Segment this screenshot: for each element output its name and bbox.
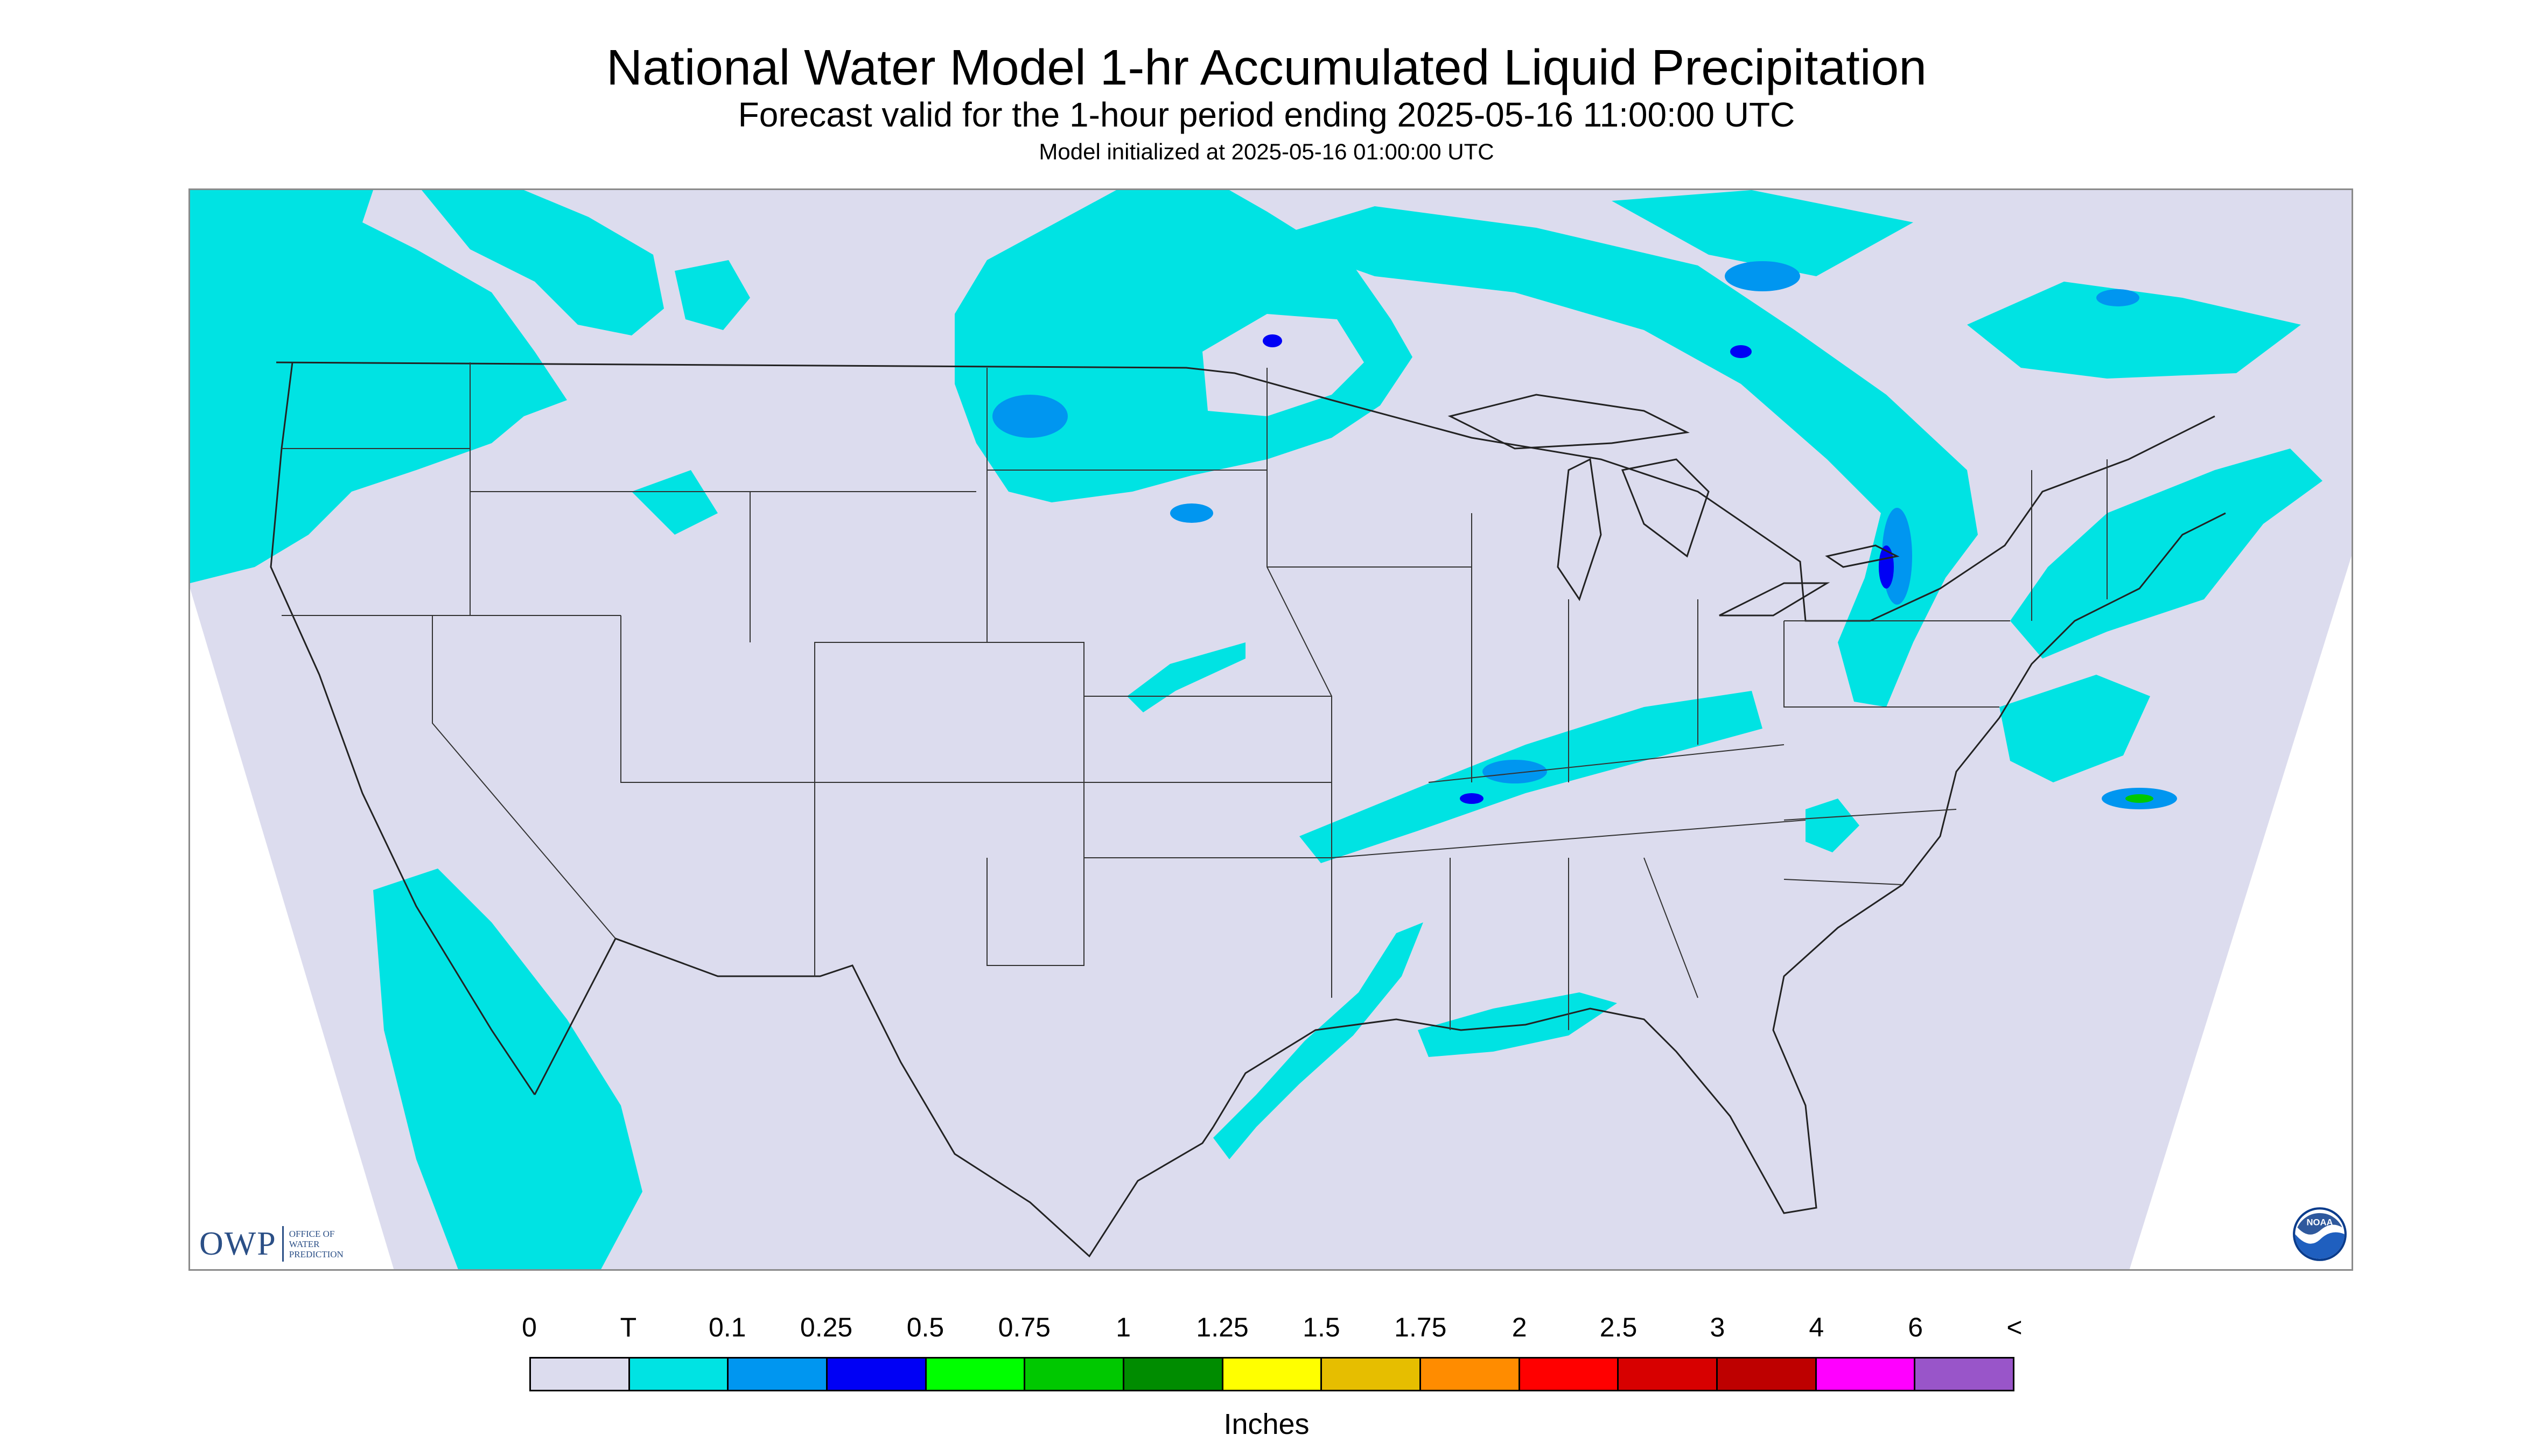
precip-core-intense-4 — [1460, 793, 1484, 804]
legend-swatch — [1520, 1359, 1619, 1390]
precipitation-legend: 0 T 0.1 0.25 0.5 0.75 1 1.25 1.5 1.75 2 2.5 3 4 6 < — [522, 1312, 2023, 1391]
precip-core-intense-1 — [1879, 545, 1894, 589]
noaa-logo: NOAA — [2293, 1207, 2347, 1261]
precip-new-england — [2010, 449, 2322, 659]
precip-pacific-nw — [190, 190, 567, 583]
owp-logo: OWP OFFICE OF WATER PREDICTION — [199, 1222, 344, 1265]
legend-colorbar — [529, 1357, 2014, 1391]
legend-swatch — [531, 1359, 630, 1390]
owp-logo-divider — [282, 1226, 284, 1262]
lake-ontario — [1825, 544, 1900, 568]
precip-core-intense-2 — [1263, 334, 1282, 347]
lake-erie — [1719, 582, 1830, 617]
precip-kansas — [1127, 642, 1245, 712]
state-lines — [282, 362, 2108, 1030]
legend-label: 1.75 — [1394, 1312, 1447, 1342]
legend-swatch — [1718, 1359, 1817, 1390]
heavier-precip-cores — [992, 261, 2177, 809]
precip-idaho-montana — [422, 190, 664, 335]
legend-label: 1 — [1116, 1312, 1131, 1342]
precipitation-layer — [190, 190, 2322, 1269]
owp-logo-line-3: PREDICTION — [289, 1249, 344, 1259]
legend-swatch — [1619, 1359, 1718, 1390]
legend-label: 4 — [1809, 1312, 1824, 1342]
legend-label: 1.25 — [1196, 1312, 1249, 1342]
forecast-valid-subtitle: Forecast valid for the 1-hour period end… — [738, 95, 1795, 134]
legend-swatch — [1322, 1359, 1422, 1390]
legend-swatch — [729, 1359, 828, 1390]
state-line-tx — [986, 858, 1084, 966]
precip-core-green — [2125, 794, 2153, 803]
west-coastline — [270, 362, 536, 1095]
legend-label: 0 — [522, 1312, 537, 1342]
legend-swatch — [1915, 1359, 2013, 1390]
lake-huron — [1621, 458, 1710, 558]
state-line-ms-al-ga — [1450, 857, 1698, 1030]
state-line-new-england — [2031, 459, 2108, 621]
precip-core-kentucky — [1482, 760, 1547, 783]
state-line-ut-az — [620, 615, 815, 783]
precip-carolinas — [1806, 799, 1859, 852]
precip-plains-hook — [1202, 314, 1364, 416]
legend-swatch — [1025, 1359, 1125, 1390]
map-title: National Water Model 1-hr Accumulated Li… — [606, 39, 1927, 95]
precipitation-map — [188, 188, 2353, 1271]
precip-texas-gulf — [1213, 922, 1423, 1159]
legend-label: 2 — [1512, 1312, 1527, 1342]
model-initialized-line: Model initialized at 2025-05-16 01:00:00… — [1039, 139, 1494, 164]
precip-core-nd — [992, 395, 1068, 438]
precip-core-intense-3 — [1730, 345, 1752, 358]
legend-label: 6 — [1908, 1312, 1923, 1342]
intense-precip-cores — [1263, 334, 1894, 804]
precip-wyoming-bits — [632, 470, 718, 535]
legend-label: 0.5 — [906, 1312, 944, 1342]
precip-atlantic — [1999, 675, 2150, 782]
legend-swatch — [926, 1359, 1026, 1390]
legend-label: T — [620, 1312, 637, 1342]
owp-logo-line-1: OFFICE OF — [289, 1228, 335, 1239]
lake-superior — [1447, 394, 1690, 450]
state-line-il-in — [1471, 513, 1569, 782]
precip-montana-east — [675, 260, 750, 330]
legend-swatch — [1223, 1359, 1323, 1390]
legend-swatch — [1124, 1359, 1223, 1390]
legend-swatch — [629, 1359, 729, 1390]
noaa-logo-text: NOAA — [2307, 1217, 2333, 1227]
precip-core-quebec — [1725, 261, 1800, 291]
model-domain — [190, 190, 2352, 1269]
legend-label: 0.1 — [708, 1312, 746, 1342]
owp-logo-line-2: WATER — [289, 1238, 320, 1249]
legend-labels: 0 T 0.1 0.25 0.5 0.75 1 1.25 1.5 1.75 2 2.5 3 4 6 < — [522, 1312, 2023, 1346]
lake-michigan — [1557, 458, 1602, 601]
state-line-carolinas — [1783, 809, 1957, 885]
legend-label: < — [2006, 1312, 2023, 1342]
legend-swatch — [1421, 1359, 1520, 1390]
owp-logo-mark: OWP — [199, 1225, 277, 1262]
legend-swatch — [828, 1359, 927, 1390]
state-line-nv-ca — [432, 615, 616, 939]
precip-northern-plains — [955, 190, 1412, 502]
precip-quebec — [1612, 190, 1913, 276]
legend-label: 1.5 — [1303, 1312, 1340, 1342]
state-line-tn-ky — [1331, 744, 1806, 858]
legend-label: 0.25 — [800, 1312, 853, 1342]
precip-maritimes — [1967, 282, 2301, 379]
precip-ontario-band — [1267, 206, 1978, 707]
legend-label: 2.5 — [1599, 1312, 1638, 1342]
state-line-dakotas — [986, 368, 1267, 642]
us-mexico-border — [534, 937, 1214, 1258]
legend-label: 0.75 — [998, 1312, 1051, 1342]
legend-units: Inches — [1223, 1408, 1310, 1440]
legend-label: 3 — [1710, 1312, 1725, 1342]
precip-core-maritimes — [2096, 289, 2139, 306]
gulf-coastline — [1212, 512, 2226, 1214]
legend-swatch — [1816, 1359, 1916, 1390]
precip-pacific-sw — [373, 869, 642, 1269]
state-line-pa-ny — [1783, 620, 2010, 708]
state-line-mississippi-river — [1266, 368, 1332, 998]
owp-logo-text: OFFICE OF WATER PREDICTION — [289, 1229, 344, 1259]
precip-core-sd — [1170, 503, 1213, 523]
